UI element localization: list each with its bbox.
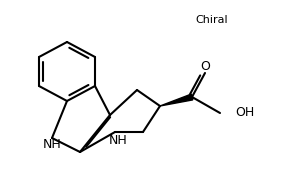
Text: Chiral: Chiral	[196, 15, 228, 25]
Text: NH: NH	[43, 139, 61, 151]
Text: O: O	[200, 59, 210, 72]
Text: NH: NH	[109, 134, 128, 146]
Polygon shape	[160, 94, 193, 106]
Text: OH: OH	[235, 107, 254, 119]
